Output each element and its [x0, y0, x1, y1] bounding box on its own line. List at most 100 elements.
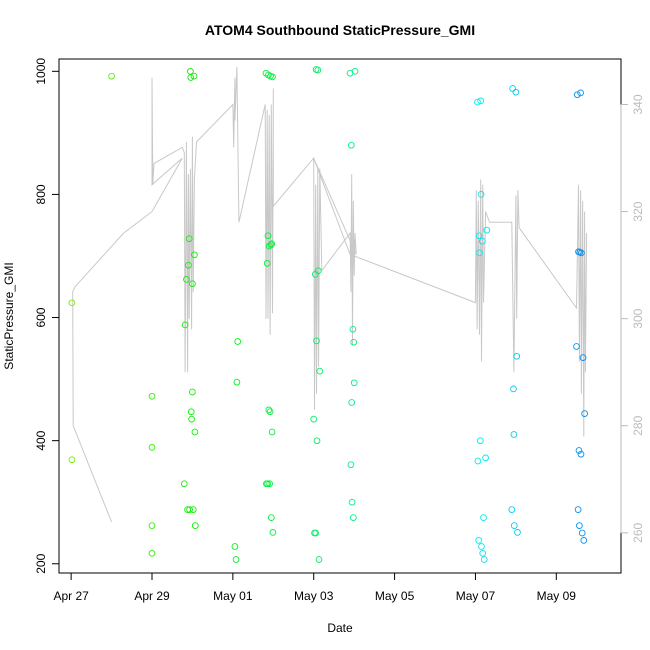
x-tick-label: Apr 27	[53, 589, 89, 603]
data-point	[190, 72, 198, 80]
data-point	[191, 428, 199, 436]
data-point	[514, 529, 521, 536]
data-point	[475, 537, 483, 544]
data-point	[575, 447, 583, 454]
data-point	[264, 480, 271, 488]
data-point	[232, 556, 240, 563]
data-point	[480, 514, 487, 521]
data-point	[266, 480, 273, 488]
y-tick-label: 400	[34, 430, 48, 450]
data-point	[181, 321, 189, 329]
data-point	[577, 89, 584, 97]
data-point	[183, 276, 190, 283]
data-point	[315, 556, 323, 563]
y-axis-label: StaticPressure_GMI	[2, 262, 16, 369]
y-tick-label: 800	[34, 184, 48, 204]
data-point	[347, 141, 355, 149]
right-tick-label: 300	[631, 308, 645, 328]
data-point	[513, 352, 521, 360]
data-point	[581, 410, 588, 417]
data-point	[313, 337, 320, 345]
data-point	[180, 480, 188, 488]
right-tick-label: 320	[631, 201, 645, 221]
data-point	[476, 249, 483, 257]
points-layer	[68, 66, 588, 563]
data-point	[265, 406, 273, 414]
y-tick-label: 1000	[34, 58, 48, 85]
y-axis: 200 400 600 800 1000	[34, 58, 60, 574]
data-point	[510, 385, 517, 393]
data-point	[574, 506, 582, 513]
data-point	[231, 543, 239, 550]
data-point	[316, 367, 324, 375]
y-tick-label: 200	[34, 553, 48, 573]
data-point	[348, 399, 356, 406]
data-point	[573, 343, 580, 350]
data-point	[148, 444, 156, 451]
data-point	[266, 408, 274, 416]
data-point	[108, 72, 115, 80]
data-point	[510, 431, 518, 438]
chart-title: ATOM4 Southbound StaticPressure_GMI	[205, 22, 475, 38]
line-series-layer	[72, 66, 588, 523]
data-point	[187, 408, 195, 416]
x-tick-label: May 03	[294, 589, 334, 603]
data-point	[314, 66, 322, 74]
data-point	[189, 388, 196, 396]
right-tick-label: 260	[631, 523, 645, 543]
data-point	[191, 522, 199, 529]
data-point	[478, 543, 485, 550]
data-point	[479, 549, 487, 557]
plot-frame	[58, 58, 622, 574]
data-point	[483, 226, 491, 234]
data-point	[509, 85, 516, 92]
x-tick-label: May 05	[375, 589, 415, 603]
data-point	[267, 514, 275, 521]
data-point	[580, 537, 588, 544]
data-point	[348, 498, 356, 506]
data-point	[573, 91, 581, 99]
data-point	[148, 392, 156, 400]
data-point	[268, 240, 276, 248]
data-point	[263, 260, 271, 267]
data-point	[187, 74, 195, 81]
data-point	[191, 251, 198, 259]
right-axis: 260 280 300 320 340	[620, 94, 645, 543]
data-point	[148, 522, 156, 529]
data-point	[476, 437, 484, 445]
x-tick-label: May 07	[456, 589, 496, 603]
data-point	[313, 437, 321, 445]
series-line	[72, 66, 588, 523]
data-point	[269, 529, 277, 536]
data-point	[578, 249, 585, 257]
data-point	[68, 456, 76, 464]
data-point	[480, 556, 488, 563]
data-point	[148, 549, 156, 557]
x-tick-label: Apr 29	[134, 589, 170, 603]
data-point	[310, 415, 318, 423]
right-tick-label: 280	[631, 415, 645, 435]
data-point	[68, 299, 76, 307]
data-point	[267, 241, 275, 249]
data-point	[234, 338, 242, 345]
data-point	[314, 267, 322, 275]
data-point	[268, 428, 276, 436]
data-point	[347, 461, 355, 469]
y-tick-label: 600	[34, 307, 48, 327]
data-point	[579, 354, 587, 361]
data-point	[351, 67, 359, 75]
data-point	[349, 514, 357, 521]
data-point	[269, 73, 276, 81]
data-point	[350, 338, 358, 346]
data-point	[188, 415, 195, 423]
data-point	[512, 88, 520, 96]
data-point	[475, 232, 483, 240]
data-point	[478, 237, 486, 245]
x-tick-label: May 09	[537, 589, 577, 603]
data-point	[185, 261, 192, 269]
data-point	[233, 378, 241, 386]
data-point	[185, 235, 193, 243]
right-tick-label: 340	[631, 94, 645, 114]
x-axis-label: Date	[327, 621, 353, 635]
